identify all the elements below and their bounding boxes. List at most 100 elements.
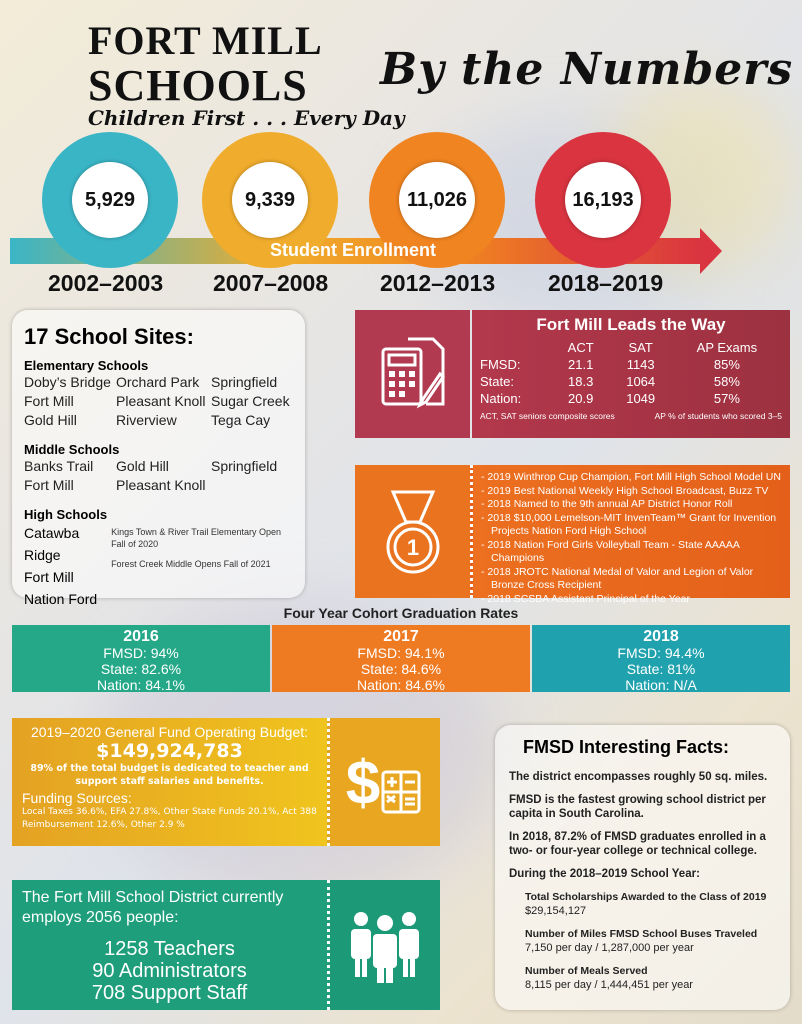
award-item: - 2019 Winthrop Cup Champion, Fort Mill … — [481, 471, 781, 483]
graduation-rate: State: 82.6% — [100, 661, 182, 677]
school-name: Sugar Creek — [211, 393, 290, 409]
arrow-head — [700, 228, 722, 274]
graduation-year: 2016 — [123, 628, 159, 645]
leads-row: FMSD: 21.1 1143 85% — [480, 356, 782, 373]
enrollment-ring: 11,026 — [369, 132, 505, 268]
support-count: 708 Support Staff — [91, 982, 248, 1004]
sites-note: Forest Creek Middle Opens Fall of 2021 — [111, 559, 271, 569]
award-item: - 2019 Best National Weekly High School … — [481, 484, 769, 497]
funding-label: Funding Sources: — [22, 790, 132, 806]
graduation-box: 2017 FMSD: 94.1% State: 84.6% Nation: 84.6% — [272, 625, 530, 693]
elementary-heading: Elementary Schools — [24, 358, 149, 373]
enrollment-ring: 9,339 — [202, 132, 338, 268]
leads-cell: 18.3 — [568, 374, 594, 389]
leads-panel: Fort Mill Leads the Way ACT SAT AP Exams F… — [472, 310, 790, 438]
school-sites-panel: 17 School Sites: Elementary Schools Doby… — [12, 310, 305, 607]
fact-value: $29,154,127 — [525, 905, 587, 917]
budget-note: 89% of the total budget is dedicated to … — [30, 763, 309, 787]
school-name: Pleasant Knoll — [116, 477, 206, 493]
employees-intro: The Fort Mill School District currently … — [22, 889, 284, 926]
fact-label: Number of Miles FMSD School Buses Travel… — [525, 928, 758, 940]
high-heading: High Schools — [24, 507, 108, 522]
graduation-title: Four Year Cohort Graduation Rates — [283, 605, 519, 621]
awards-list: - 2019 Winthrop Cup Champion, Fort Mill … — [470, 465, 790, 605]
fact-value: 7,150 per day / 1,287,000 per year — [525, 942, 694, 954]
school-name: Orchard Park — [116, 374, 200, 390]
leads-row: State: 18.3 1064 58% — [480, 373, 782, 390]
fact-label: Number of Meals Served — [525, 965, 648, 977]
leads-cell: State: — [480, 374, 514, 389]
fact: The district encompasses roughly 50 sq. … — [509, 771, 768, 783]
budget-amount: $149,924,783 — [96, 740, 243, 762]
enrollment-year: 2007–2008 — [213, 270, 329, 296]
graduation-rate: Nation: N/A — [625, 677, 697, 693]
graduation-rate: Nation: 84.1% — [97, 677, 185, 693]
leads-cell: 20.9 — [568, 391, 594, 406]
enrollment-label: Student Enrollment — [270, 240, 436, 260]
school-name: Banks Trail — [24, 458, 94, 474]
fact: In 2018, 87.2% of FMSD graduates enrolle… — [509, 831, 766, 857]
graduation-rate: FMSD: 94% — [103, 645, 179, 661]
tagline: Children First . . . Every Day — [88, 106, 405, 130]
leads-cell: 1049 — [626, 391, 656, 406]
medal-icon: 1 — [386, 490, 439, 573]
calculator-icon-box — [355, 310, 470, 438]
fact-label: Total Scholarships Awarded to the Class … — [525, 891, 767, 903]
award-item: - 2018 Named to the 9th annual AP Distri… — [481, 498, 733, 510]
school-name: Pleasant Knoll — [116, 393, 206, 409]
people-icon-box — [330, 880, 440, 1010]
people-icon — [351, 912, 419, 983]
graduation-year: 2017 — [383, 628, 419, 645]
enrollment-value: 11,026 — [399, 162, 475, 238]
leads-cell: Nation: — [480, 391, 522, 406]
admins-count: 90 Administrators — [92, 960, 247, 982]
enrollment-year: 2002–2003 — [48, 270, 164, 296]
leads-title: Fort Mill Leads the Way — [536, 315, 726, 334]
leads-cell: 21.1 — [568, 357, 594, 372]
school-name: Doby’s Bridge — [24, 374, 111, 390]
employees-panel: The Fort Mill School District currently … — [12, 880, 330, 1010]
graduation-box: 2016 FMSD: 94% State: 82.6% Nation: 84.1% — [12, 625, 270, 693]
leads-cell: FMSD: — [480, 357, 521, 372]
middle-heading: Middle Schools — [24, 442, 120, 457]
graduation-rate: FMSD: 94.4% — [617, 645, 705, 661]
award-item: - 2018 JROTC National Medal of Valor and… — [481, 565, 754, 592]
enrollment-year: 2018–2019 — [548, 270, 664, 296]
graduation-year: 2018 — [643, 628, 679, 645]
teachers-count: 1258 Teachers — [104, 938, 235, 960]
leads-cell: 1064 — [626, 374, 656, 389]
school-name: Nation Ford — [24, 591, 98, 607]
leads-row: Nation: 20.9 1049 57% — [480, 390, 782, 407]
facts-title: FMSD Interesting Facts: — [523, 737, 730, 757]
money-icon-box: $ — [330, 718, 440, 846]
svg-text:1: 1 — [406, 535, 418, 560]
calculator-icon — [381, 337, 445, 409]
award-item: - 2018 Nation Ford Girls Volleyball Team… — [481, 538, 740, 565]
school-name: Springfield — [211, 458, 278, 474]
budget-title: 2019–2020 General Fund Operating Budget: — [30, 724, 309, 740]
leads-note: AP % of students who scored 3–5 — [654, 411, 782, 421]
leads-cell: 58% — [713, 374, 740, 389]
col-header: AP Exams — [696, 340, 758, 355]
logo-line1: FORT MILL — [88, 18, 323, 63]
year-label: During the 2018–2019 School Year: — [509, 868, 700, 880]
enrollment-ring: 16,193 — [535, 132, 671, 268]
school-name: Gold Hill — [116, 458, 169, 474]
facts-panel: FMSD Interesting Facts: The district enc… — [495, 725, 790, 1010]
school-name: Springfield — [211, 374, 278, 390]
budget-panel: 2019–2020 General Fund Operating Budget:… — [12, 718, 330, 846]
funding-sources: Local Taxes 36.6%, EFA 27.8%, Other Stat… — [22, 807, 317, 830]
enrollment-value: 9,339 — [232, 162, 308, 238]
school-name: Tega Cay — [211, 412, 271, 428]
page-title: By the Numbers — [380, 44, 794, 95]
fact: FMSD is the fastest growing school distr… — [509, 794, 766, 820]
col-header: ACT — [567, 340, 594, 355]
leads-cell: 85% — [713, 357, 740, 372]
graduation-box: 2018 FMSD: 94.4% State: 81% Nation: N/A — [532, 625, 790, 693]
fact-value: 8,115 per day / 1,444,451 per year — [525, 979, 693, 991]
leads-note: ACT, SAT seniors composite scores — [480, 411, 615, 421]
school-name: Catawba Ridge — [24, 525, 80, 563]
svg-text:$: $ — [346, 749, 380, 818]
enrollment-year: 2012–2013 — [380, 270, 496, 296]
school-name: Gold Hill — [24, 412, 77, 428]
